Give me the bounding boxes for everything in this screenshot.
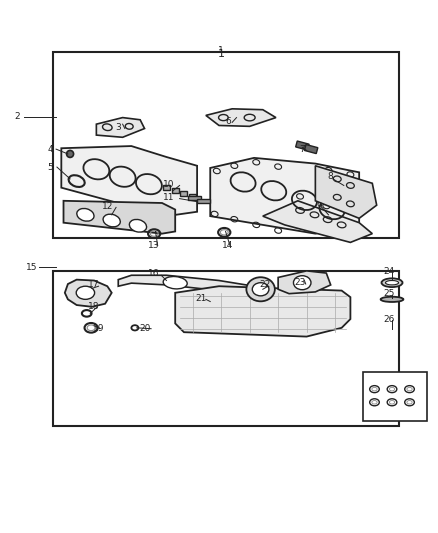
- Text: 26: 26: [383, 316, 395, 325]
- Text: 10: 10: [163, 180, 174, 189]
- Polygon shape: [210, 158, 359, 233]
- Bar: [188, 196, 201, 200]
- Polygon shape: [206, 109, 276, 126]
- Ellipse shape: [163, 277, 187, 289]
- Ellipse shape: [77, 208, 94, 221]
- Bar: [180, 191, 187, 197]
- Text: 1: 1: [218, 46, 224, 54]
- Text: 24: 24: [383, 267, 395, 276]
- Bar: [189, 194, 196, 199]
- Ellipse shape: [246, 277, 275, 301]
- Polygon shape: [175, 286, 350, 336]
- Polygon shape: [315, 166, 377, 219]
- Text: 12: 12: [102, 201, 113, 211]
- Ellipse shape: [381, 278, 403, 287]
- Bar: [296, 141, 309, 150]
- Bar: [172, 188, 179, 193]
- Ellipse shape: [129, 220, 147, 232]
- Ellipse shape: [381, 297, 403, 302]
- Text: 6: 6: [225, 117, 231, 126]
- Text: 15: 15: [26, 263, 38, 272]
- Text: 5: 5: [47, 163, 53, 172]
- Polygon shape: [61, 146, 197, 216]
- Ellipse shape: [293, 276, 311, 290]
- Circle shape: [67, 150, 74, 157]
- Polygon shape: [263, 201, 372, 243]
- Text: 11: 11: [163, 193, 174, 202]
- Polygon shape: [65, 280, 112, 307]
- Text: 18: 18: [88, 302, 99, 311]
- Bar: [363, 373, 427, 421]
- Ellipse shape: [103, 214, 120, 227]
- Text: 23: 23: [294, 278, 306, 287]
- Text: 14: 14: [222, 241, 233, 250]
- Ellipse shape: [76, 286, 95, 300]
- Polygon shape: [64, 201, 175, 233]
- Text: 9: 9: [317, 201, 323, 211]
- Polygon shape: [278, 271, 331, 294]
- Text: 4: 4: [48, 144, 53, 154]
- Bar: [163, 185, 170, 190]
- Polygon shape: [118, 275, 254, 293]
- Text: 16: 16: [148, 270, 160, 278]
- Text: 7: 7: [299, 144, 305, 154]
- Text: 8: 8: [328, 172, 334, 181]
- Text: 20: 20: [140, 324, 151, 333]
- Text: 13: 13: [148, 241, 160, 250]
- Bar: [304, 144, 318, 154]
- Text: 22: 22: [259, 280, 271, 289]
- Bar: [197, 199, 210, 203]
- Polygon shape: [96, 118, 145, 138]
- Ellipse shape: [252, 282, 269, 296]
- Text: 25: 25: [383, 289, 395, 298]
- Bar: [53, 271, 399, 426]
- Ellipse shape: [385, 280, 399, 285]
- Text: 3: 3: [115, 123, 121, 132]
- Text: 2: 2: [15, 112, 20, 121]
- Text: 21: 21: [196, 294, 207, 303]
- Text: 1: 1: [218, 49, 225, 59]
- Bar: [53, 52, 399, 238]
- Text: 19: 19: [93, 324, 104, 333]
- Text: 17: 17: [88, 280, 99, 289]
